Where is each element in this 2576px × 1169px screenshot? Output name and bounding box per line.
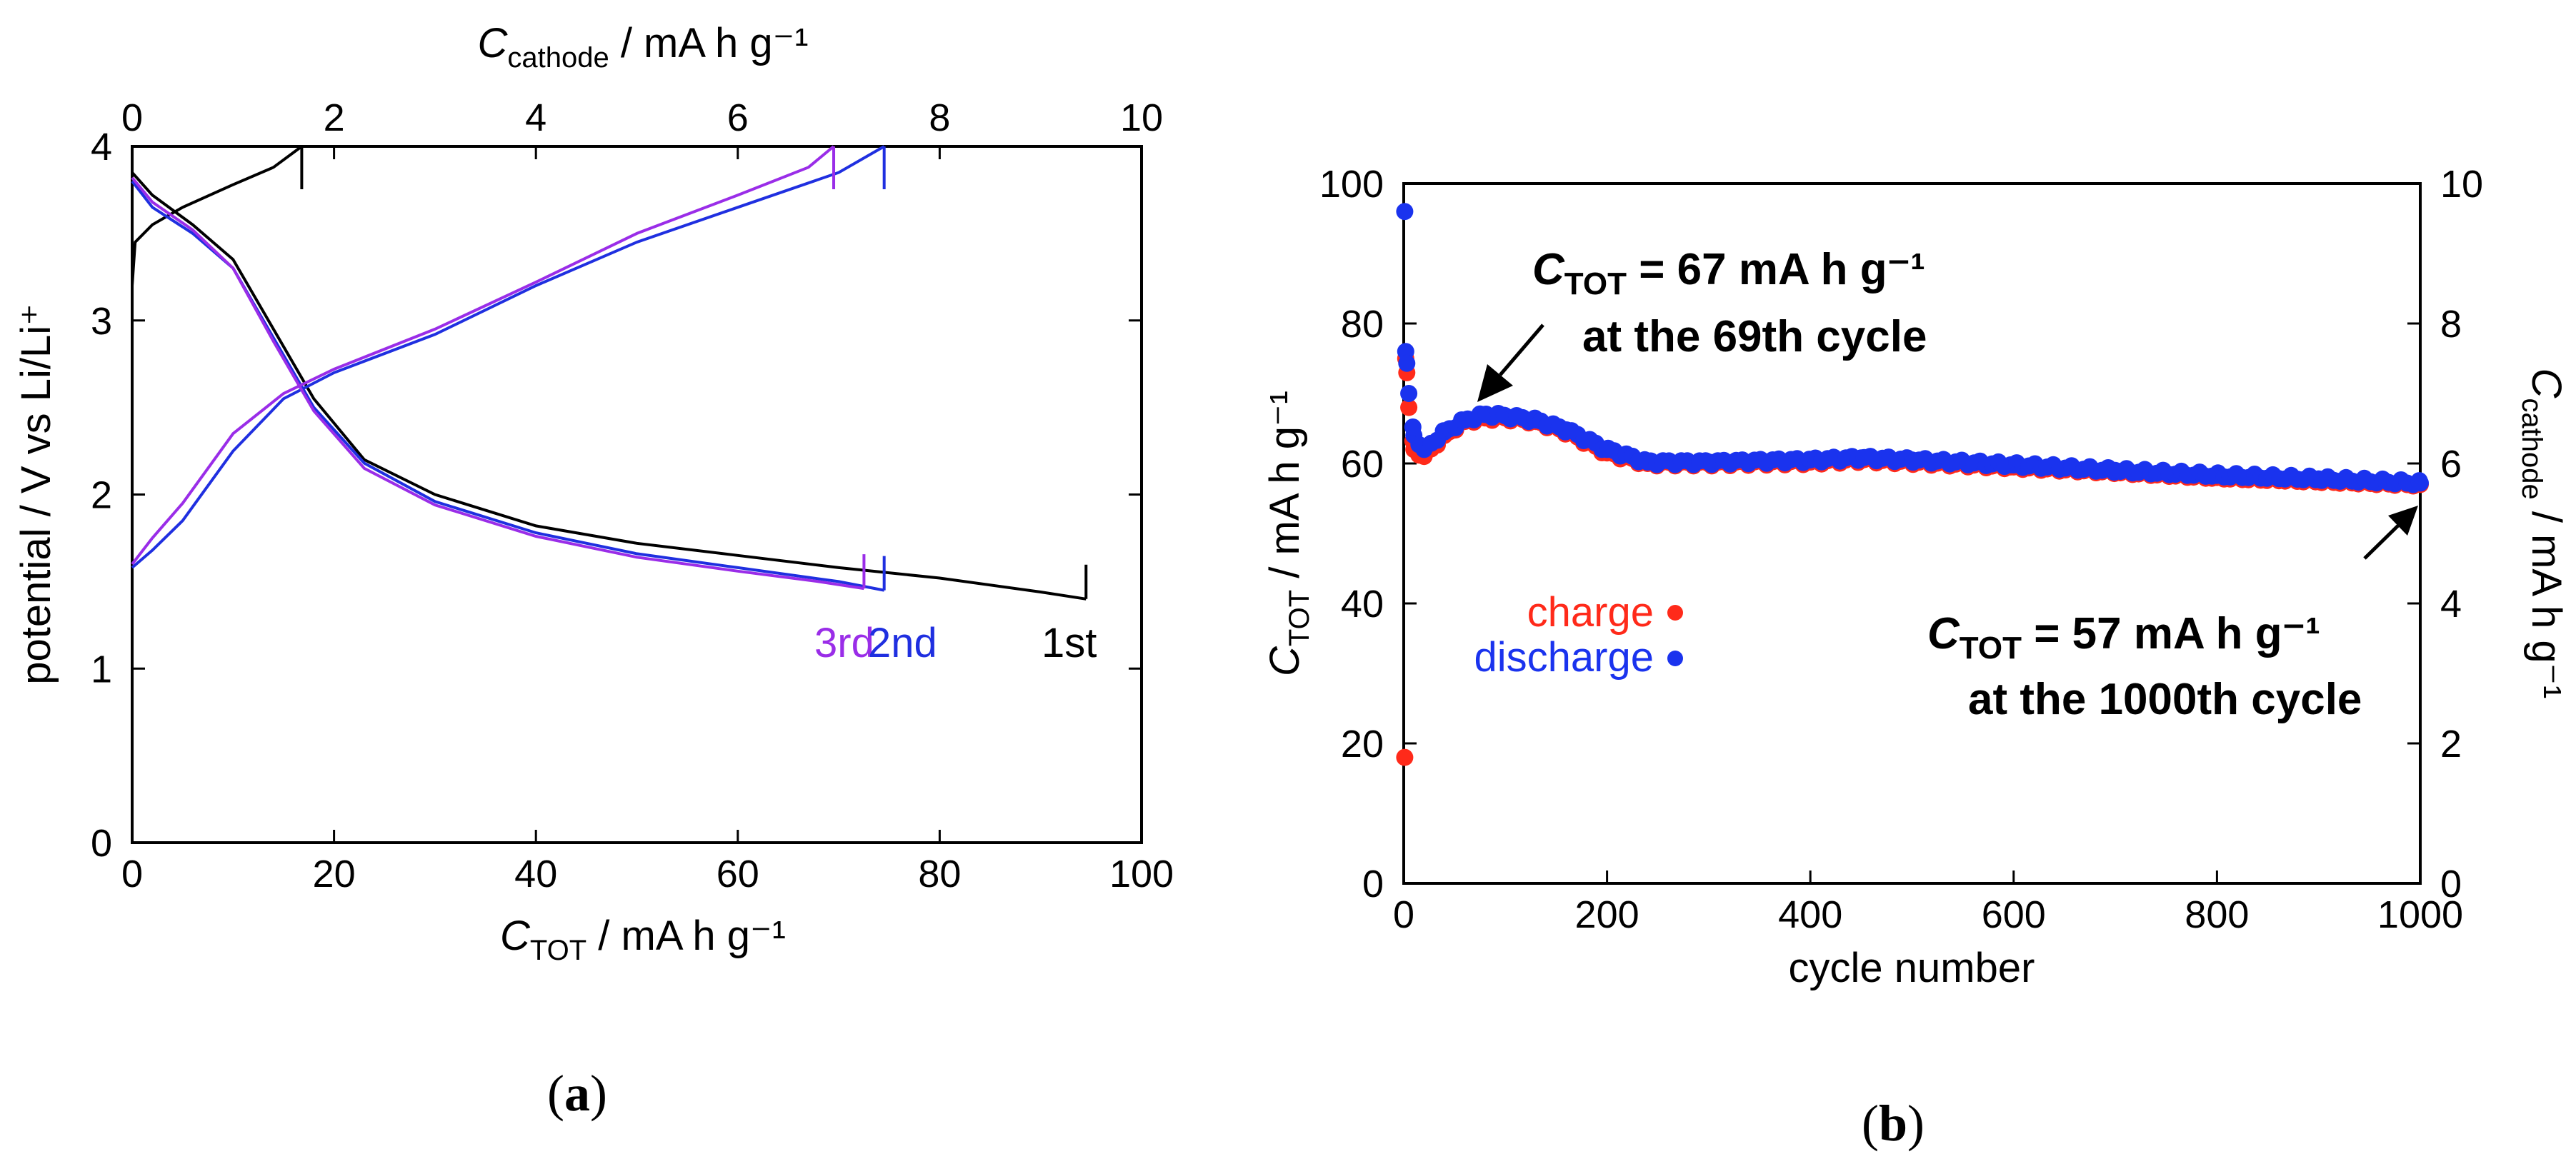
series-3rd-discharge-curve	[131, 176, 864, 591]
panel-a-top-tick-label: 2	[324, 96, 345, 139]
series-label-2nd: 2nd	[868, 620, 937, 666]
panel-b-x-axis-label: cycle number	[1789, 945, 2035, 991]
panel-a-series	[131, 145, 1088, 601]
panel-b-left-tick-label: 60	[1341, 443, 1384, 486]
discharge-point	[2410, 472, 2428, 490]
panel-b-caption: (b)	[1862, 1095, 1924, 1152]
series-1st-charge-curve	[131, 145, 303, 286]
panel-b-x-tick-label: 400	[1778, 893, 1842, 936]
panel-a-plot-frame	[131, 145, 1143, 844]
panel-a-y-tick-label: 1	[91, 648, 112, 691]
panel-b-right-tick-label: 4	[2440, 583, 2462, 626]
discharge-point	[1396, 203, 1414, 221]
annotation-69th-line1: CTOT = 67 mA h g⁻¹	[1532, 245, 1925, 301]
panel-b-left-tick-label: 100	[1319, 163, 1384, 206]
panel-b-x-tick-label: 800	[2185, 893, 2249, 936]
panel-a-bottom-tick-label: 0	[121, 853, 143, 895]
panel-a-bottom-axis-label: CTOT / mA h g⁻¹	[500, 913, 786, 966]
panel-b-right-tick-label: 10	[2440, 163, 2483, 206]
panel-a-caption: (a)	[547, 1065, 607, 1122]
annotation-1000th-line2: at the 1000th cycle	[1968, 675, 2362, 724]
panel-a-top-tick-label: 4	[525, 96, 546, 139]
panel-b-right-axis-label: Ccathode / mA h g⁻¹	[2516, 368, 2570, 698]
panel-b-left-tick-label: 40	[1341, 583, 1384, 626]
panel-a-top-axis-label: Ccathode / mA h g⁻¹	[477, 20, 808, 74]
panel-b-x-tick-label: 0	[1393, 893, 1414, 936]
panel-b-x-tick-label: 600	[1982, 893, 2046, 936]
series-1st-discharge-curve	[131, 171, 1087, 601]
panel-a-bottom-tick-label: 80	[918, 853, 961, 895]
discharge-point	[1400, 385, 1418, 402]
panel-b-points	[1396, 203, 2429, 766]
legend-charge-label: charge	[1527, 589, 1654, 636]
series-2nd-discharge-curve	[131, 180, 885, 592]
panel-a-top-tick-label: 8	[929, 96, 950, 139]
annotation-1000th-arrowhead	[2388, 506, 2418, 536]
annotation-69th-line2: at the 69th cycle	[1582, 312, 1927, 361]
panel-b-left-tick-label: 20	[1341, 723, 1384, 766]
panel-b-left-axis-label: CTOT / mA h g⁻¹	[1262, 391, 1315, 676]
annotation-69th-arrow-shaft	[1499, 323, 1544, 376]
legend-charge-marker	[1667, 605, 1683, 621]
panel-a-y-tick-label: 3	[91, 300, 112, 343]
panel-b-right-tick-label: 0	[2440, 863, 2462, 905]
panel-a-top-tick-label: 10	[1120, 96, 1163, 139]
series-3rd-charge-curve	[131, 145, 835, 566]
panel-a-bottom-tick-label: 60	[717, 853, 759, 895]
discharge-point	[1404, 418, 1422, 436]
annotation-1000th-line1: CTOT = 57 mA h g⁻¹	[1927, 609, 2320, 666]
series-2nd-charge-curve	[131, 145, 885, 569]
panel-b-legend: charge discharge	[1474, 589, 1683, 681]
legend-discharge-marker	[1667, 651, 1683, 666]
annotation-1000th-cycle: CTOT = 57 mA h g⁻¹ at the 1000th cycle	[1927, 506, 2418, 724]
panel-a-y-tick-label: 2	[91, 474, 112, 517]
legend-discharge-label: discharge	[1474, 634, 1654, 681]
charge-point	[1400, 398, 1418, 416]
annotation-1000th-arrow-shaft	[2363, 523, 2400, 560]
annotation-69th-arrowhead	[1477, 364, 1513, 402]
series-label-3rd: 3rd	[814, 620, 874, 666]
annotation-69th-cycle: CTOT = 67 mA h g⁻¹ at the 69th cycle	[1477, 245, 1927, 402]
series-label-1st: 1st	[1042, 620, 1097, 666]
panel-b-x-tick-label: 1000	[2377, 893, 2463, 936]
panel-a-y-tick-label: 0	[91, 822, 112, 865]
discharge-point	[1398, 354, 1416, 372]
panel-a-y-tick-label: 4	[91, 126, 112, 169]
panel-b-plot-frame	[1402, 182, 2422, 885]
charge-point	[1396, 748, 1414, 766]
panel-a-bottom-tick-label: 100	[1109, 853, 1174, 895]
panel-a-top-tick-label: 6	[727, 96, 749, 139]
panel-b-x-tick-label: 200	[1575, 893, 1639, 936]
panel-a-y-axis-label: potential / V vs Li/Li⁺	[13, 303, 59, 685]
panel-a-top-tick-label: 0	[121, 96, 143, 139]
panel-a-bottom-tick-label: 40	[514, 853, 557, 895]
panel-b-right-tick-label: 8	[2440, 303, 2462, 346]
panel-b-left-tick-label: 0	[1362, 863, 1384, 905]
panel-b-right-tick-label: 2	[2440, 723, 2462, 766]
panel-a-bottom-tick-label: 20	[313, 853, 356, 895]
panel-b-left-tick-label: 80	[1341, 303, 1384, 346]
panel-b-right-tick-label: 6	[2440, 443, 2462, 486]
